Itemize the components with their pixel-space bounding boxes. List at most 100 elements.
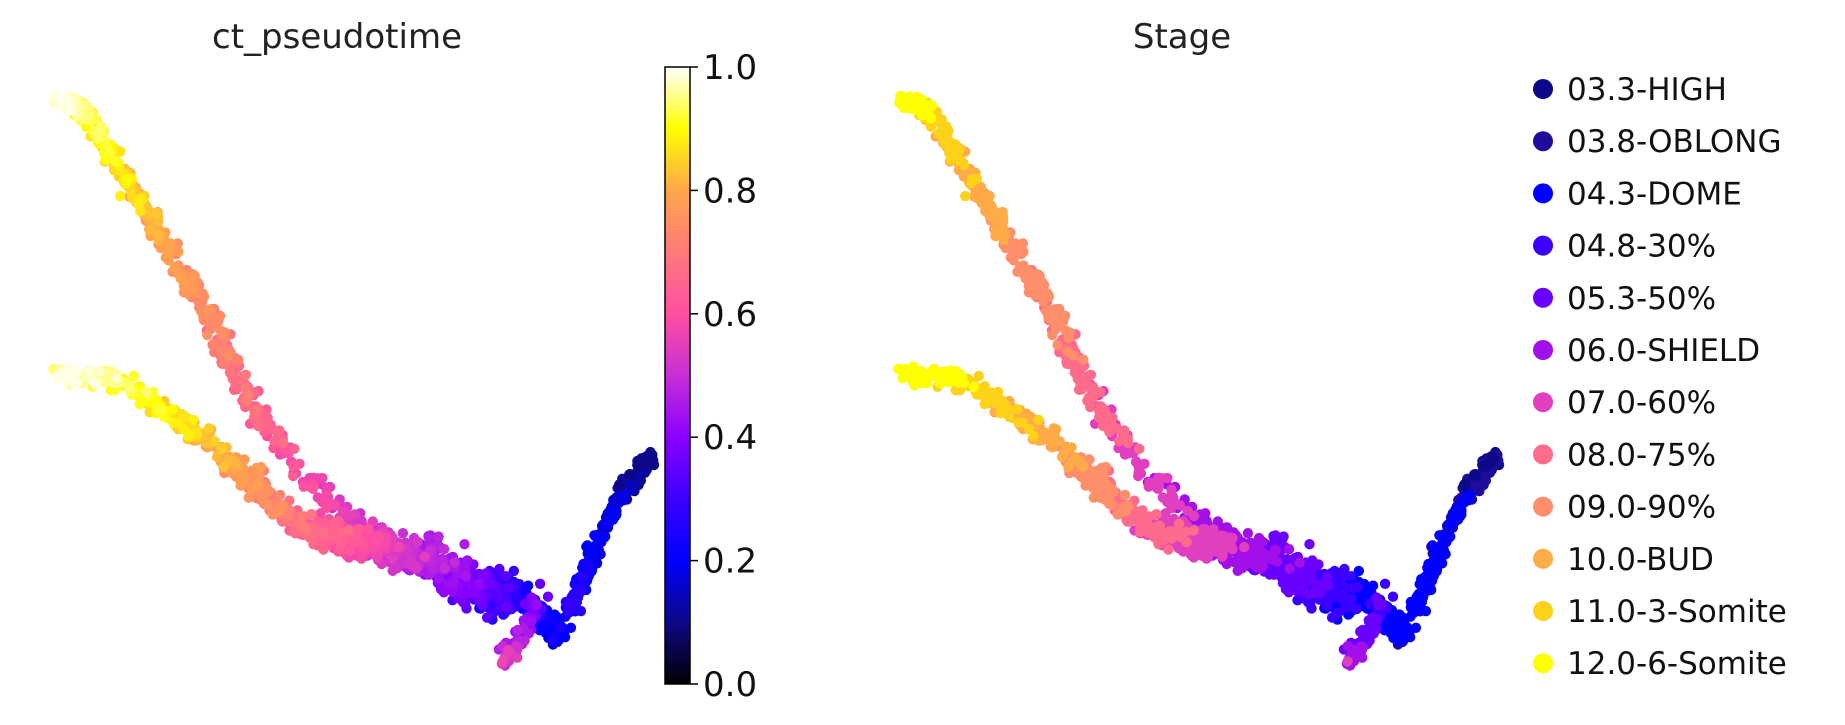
- scatter-point: [469, 588, 480, 599]
- chart-title-stage: Stage: [1133, 17, 1231, 57]
- scatter-point: [1114, 435, 1125, 447]
- scatter-point: [233, 354, 244, 365]
- scatter-point: [1008, 247, 1019, 258]
- scatter-point: [1342, 656, 1353, 667]
- scatter-point: [411, 563, 422, 574]
- legend-marker: [1533, 235, 1553, 256]
- scatter-point: [202, 329, 213, 341]
- scatter-point: [459, 539, 470, 550]
- scatter-point: [109, 156, 121, 167]
- legend-marker: [1533, 496, 1553, 517]
- scatter-point: [1068, 350, 1079, 361]
- scatter-point: [243, 390, 254, 401]
- colorbar-tick-label: 0.4: [703, 418, 757, 458]
- scatter-point: [503, 582, 514, 594]
- scatter-point: [1326, 612, 1338, 623]
- scatter-point: [1469, 469, 1481, 481]
- scatter-point: [949, 146, 960, 158]
- scatter-point: [343, 525, 354, 536]
- scatter-point: [535, 623, 547, 634]
- scatter-point: [370, 535, 381, 547]
- colorbar-tick-label: 0.6: [703, 295, 757, 335]
- scatter-point: [318, 527, 329, 538]
- scatter-point: [1052, 339, 1063, 351]
- scatter-point: [968, 381, 979, 393]
- scatter-point: [954, 156, 965, 167]
- scatter-point: [154, 405, 166, 416]
- scatter-point: [494, 563, 505, 575]
- scatter-point: [1257, 536, 1268, 547]
- scatter-point: [492, 591, 504, 602]
- scatter-point: [1410, 622, 1422, 633]
- scatter-point: [1014, 261, 1026, 273]
- scatter-point: [1163, 527, 1174, 538]
- scatter-point: [500, 601, 512, 612]
- legend-label: 11.0-3-Somite: [1567, 594, 1787, 630]
- scatter-point: [519, 635, 530, 646]
- scatter-point: [960, 190, 971, 202]
- scatter-points-stage: [893, 90, 1505, 671]
- scatter-point: [275, 506, 286, 517]
- scatter-point: [394, 542, 405, 553]
- scatter-point: [1305, 570, 1317, 582]
- scatter-point: [1319, 578, 1330, 590]
- scatter-point: [179, 412, 191, 423]
- scatter-point: [1013, 417, 1024, 428]
- scatter-point: [1097, 480, 1108, 491]
- scatter-point: [300, 523, 311, 535]
- scatter-point: [296, 512, 308, 523]
- scatter-point: [1232, 565, 1243, 576]
- scatter-point: [1119, 425, 1130, 436]
- scatter-point: [542, 591, 554, 602]
- scatter-point: [153, 229, 164, 241]
- scatter-point: [1487, 452, 1499, 464]
- scatter-point: [1284, 563, 1295, 574]
- scatter-point: [618, 488, 629, 499]
- scatter-point: [90, 378, 101, 389]
- scatter-point: [83, 363, 94, 375]
- scatter-point: [50, 90, 62, 102]
- scatter-point: [209, 436, 220, 447]
- scatter-point: [554, 623, 566, 634]
- scatter-point: [577, 571, 589, 582]
- scatter-point: [219, 327, 230, 338]
- scatter-point: [435, 583, 447, 595]
- scatter-point: [1357, 624, 1368, 636]
- scatter-point: [121, 174, 133, 185]
- scatter-point: [252, 420, 264, 432]
- legend-marker: [1533, 79, 1553, 99]
- scatter-point: [1264, 551, 1275, 563]
- scatter-point: [565, 622, 577, 633]
- scatter-point: [608, 507, 620, 519]
- scatter-point: [59, 91, 70, 102]
- colorbar-tick-label: 0.0: [703, 665, 757, 705]
- scatter-point: [448, 578, 459, 589]
- scatter-point: [1151, 509, 1162, 520]
- scatter-point: [582, 540, 593, 551]
- legend-marker: [1533, 131, 1553, 152]
- scatter-point: [115, 190, 126, 202]
- scatter-point: [564, 598, 575, 609]
- scatter-point: [519, 615, 530, 626]
- scatter-point: [939, 126, 951, 137]
- scatter-point: [899, 102, 910, 114]
- scatter-point: [575, 605, 587, 617]
- scatter-point: [547, 634, 558, 646]
- scatter-point: [94, 126, 106, 137]
- scatter-point: [1379, 578, 1391, 589]
- scatter-point: [1453, 507, 1465, 519]
- scatter-point: [94, 366, 106, 378]
- legend-marker: [1533, 183, 1553, 204]
- scatter-point: [1188, 525, 1199, 536]
- stage-legend: 03.3-HIGH 03.8-OBLONG 04.3-DOME 04.8-30% 05.…: [1533, 72, 1787, 682]
- scatter-point: [1447, 518, 1459, 529]
- legend-label: 08.0-75%: [1567, 437, 1716, 473]
- scatter-point: [978, 199, 989, 210]
- chart-title-pseudotime: ct_pseudotime: [212, 17, 462, 57]
- scatter-point: [168, 417, 179, 428]
- scatter-point: [501, 593, 512, 604]
- scatter-point: [318, 544, 329, 555]
- scatter-point: [151, 208, 162, 219]
- scatter-point: [104, 146, 115, 158]
- scatter-point: [474, 578, 485, 590]
